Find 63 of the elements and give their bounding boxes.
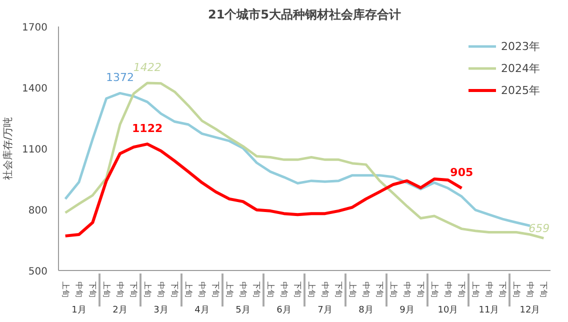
y-tick-label: 1700 [22,22,48,34]
x-tick-label: 中旬 [198,282,206,298]
data-label: 1422 [133,61,162,74]
text: 4月 [194,306,210,316]
y-tick-label: 1100 [22,144,48,156]
x-tick-label: 中旬 [116,282,124,298]
x-tick-label: 中旬 [362,282,370,298]
x-tick-label: 上旬 [512,282,521,298]
data-label: 1122 [132,122,163,136]
legend-label: 2023年 [501,38,540,54]
text: 5月 [236,306,250,316]
x-tick-label: 上旬 [306,282,316,298]
x-tick-label: 中旬 [238,282,248,298]
x-tick-label: 下旬 [334,282,344,298]
text: 7月 [318,306,332,316]
text: 3月 [154,306,168,316]
x-tick-label: 下旬 [498,282,508,298]
x-tick-label: 中旬 [526,282,534,298]
text: 11月 [478,306,500,316]
x-tick-label: 上旬 [224,282,234,298]
legend-label: 2025年 [501,82,540,98]
x-tick-label: 中旬 [74,282,84,298]
chart-title: 21个城市5大品种钢材社会库存合计 [208,8,402,22]
text: 9月 [400,306,414,316]
legend-label: 2024年 [501,60,540,76]
x-tick-label: 下旬 [129,282,138,298]
x-tick-label: 下旬 [252,282,262,298]
x-tick-label: 下旬 [293,282,302,298]
x-tick-label: 上旬 [470,282,480,298]
x-tick-label: 下旬 [457,282,466,298]
data-label: 1372 [106,71,134,84]
x-tick-label: 下旬 [170,282,180,298]
x-tick-label: 下旬 [416,282,426,298]
data-label: 659 [528,222,550,236]
x-tick-label: 中旬 [320,282,330,298]
x-tick-label: 下旬 [539,282,548,298]
x-tick-label: 上旬 [266,282,275,298]
x-tick-label: 上旬 [60,282,70,298]
x-tick-label: 中旬 [484,282,494,298]
text: 6月 [276,306,292,316]
text: 2月 [112,306,128,316]
x-tick-label: 中旬 [280,282,288,298]
x-tick-label: 上旬 [348,282,357,298]
x-tick-label: 中旬 [402,282,412,298]
x-tick-label: 上旬 [102,282,111,298]
text: 1月 [72,306,86,316]
y-tick-label: 800 [28,206,48,216]
x-tick-label: 上旬 [430,282,439,298]
x-tick-label: 上旬 [142,282,152,298]
y-axis-title: 社会库存/万吨 [2,116,14,180]
text: 10月 [438,306,458,316]
y-tick-label: 500 [28,266,48,278]
text: 12月 [520,306,540,316]
x-tick-label: 下旬 [88,282,98,298]
text: 8月 [358,306,374,316]
x-tick-label: 下旬 [211,282,220,298]
y-tick-label: 1400 [22,84,48,94]
x-tick-label: 中旬 [444,282,452,298]
x-tick-label: 中旬 [156,282,166,298]
x-tick-label: 上旬 [184,282,193,298]
data-label: 905 [450,166,474,180]
x-tick-label: 下旬 [375,282,384,298]
x-tick-label: 上旬 [388,282,398,298]
